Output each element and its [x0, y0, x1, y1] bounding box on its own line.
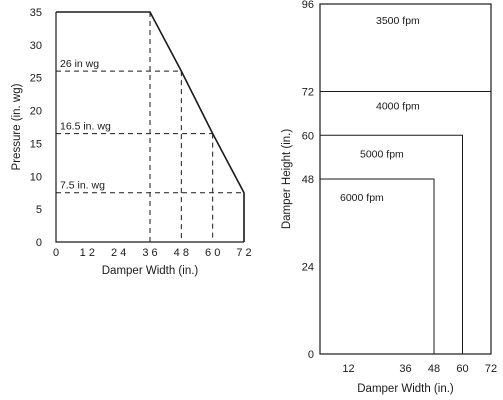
x-axis-title: Damper Width (in.) [357, 383, 454, 395]
y-tick-label: 72 [302, 87, 314, 99]
y-tick-label: 96 [302, 0, 314, 11]
y-tick-label: 0 [308, 349, 314, 361]
x-tick-label: 6 0 [205, 247, 220, 259]
y-tick-label: 15 [30, 138, 42, 150]
velocity-region-label-0: 3500 fpm [376, 15, 420, 27]
x-tick-label: 36 [399, 363, 411, 375]
y-tick-label: 10 [30, 171, 42, 183]
pressure-annotation-0: 26 in wg [60, 58, 99, 70]
pressure-vs-width-chart: 26 in wg 16.5 in. wg 7.5 in. wg 0 5 10 15 20 25 3… [11, 7, 252, 277]
x-tick-label: 0 [53, 247, 59, 259]
y-tick-label: 0 [36, 237, 42, 249]
x-tick-label: 60 [456, 363, 468, 375]
y-tick-label: 60 [302, 130, 314, 142]
x-tick-label: 2 4 [111, 247, 126, 259]
x-axis-title: Damper Width (in.) [102, 265, 199, 277]
x-tick-label: 72 [485, 363, 497, 375]
y-tick-label: 24 [302, 262, 314, 274]
y-tick-label: 25 [30, 73, 42, 85]
height-vs-width-chart: 3500 fpm 4000 fpm 5000 fpm 6000 fpm 0 24 48 60 7… [281, 0, 497, 395]
velocity-region-boundary-2 [320, 134, 463, 354]
y-tick-label: 30 [30, 40, 42, 52]
y-tick-label: 20 [30, 106, 42, 118]
y-tick-label: 35 [30, 7, 42, 19]
x-tick-label: 7 2 [236, 247, 251, 259]
y-tick-label: 48 [302, 174, 314, 186]
y-tick-label: 5 [36, 204, 42, 216]
velocity-region-label-1: 4000 fpm [376, 101, 420, 113]
y-axis-title: Pressure (in. wg) [11, 83, 23, 170]
x-tick-label: 1 2 [80, 247, 95, 259]
left-chart-axes [55, 12, 244, 243]
pressure-limit-curve [56, 11, 245, 242]
x-tick-label: 4 8 [174, 247, 189, 259]
x-tick-label: 3 6 [142, 247, 157, 259]
velocity-region-label-3: 6000 fpm [340, 192, 384, 204]
x-tick-label: 48 [428, 363, 440, 375]
velocity-region-boundary-1 [320, 91, 492, 354]
velocity-region-boundary-3 [320, 178, 435, 354]
y-axis-title: Damper Height (in.) [281, 129, 293, 230]
pressure-annotation-1: 16.5 in. wg [60, 121, 111, 133]
velocity-region-label-2: 5000 fpm [360, 148, 404, 160]
x-tick-label: 12 [342, 363, 354, 375]
pressure-annotation-2: 7.5 in. wg [60, 180, 105, 192]
